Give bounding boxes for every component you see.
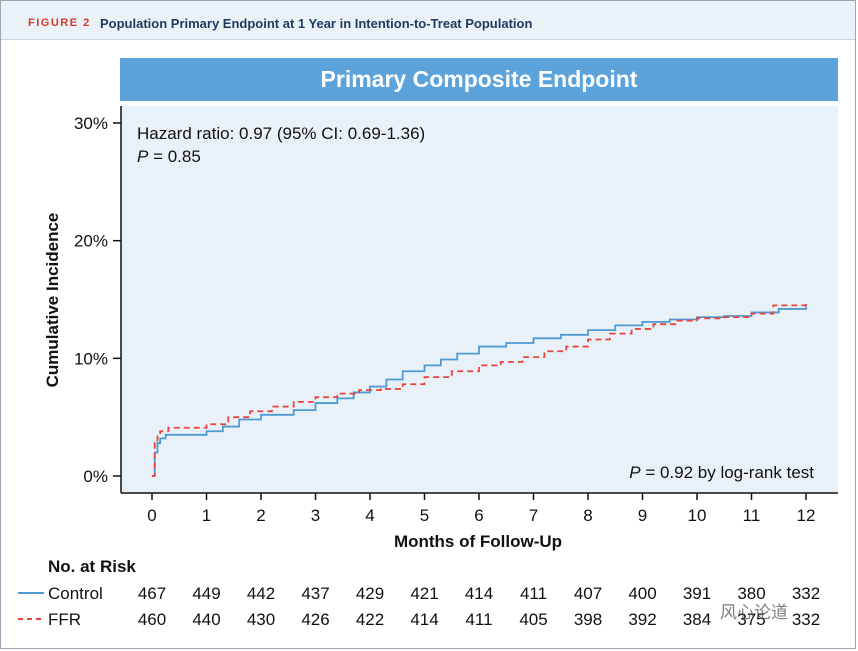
risk-value: 414 (410, 610, 438, 629)
x-tick-label: 8 (583, 506, 592, 525)
x-tick-label: 9 (638, 506, 647, 525)
p-value-number: = 0.85 (148, 147, 200, 166)
p-value-label: P (137, 147, 149, 166)
x-tick-label: 0 (147, 506, 156, 525)
risk-value: 421 (410, 584, 438, 603)
y-axis-title: Cumulative Incidence (43, 213, 62, 388)
risk-value: 384 (683, 610, 711, 629)
x-axis-title: Months of Follow-Up (394, 532, 562, 551)
x-tick-label: 6 (474, 506, 483, 525)
x-tick-label: 4 (365, 506, 374, 525)
y-tick-label: 0% (83, 467, 108, 486)
risk-value: 380 (737, 584, 765, 603)
risk-value: 437 (301, 584, 329, 603)
y-tick-label: 20% (74, 232, 108, 251)
risk-value: 391 (683, 584, 711, 603)
y-tick-label: 30% (74, 114, 108, 133)
x-tick-label: 11 (743, 506, 761, 525)
risk-value: 414 (465, 584, 493, 603)
risk-value: 375 (737, 610, 765, 629)
logrank-p-label: P (629, 463, 641, 482)
risk-value: 429 (356, 584, 384, 603)
figure-title: Population Primary Endpoint at 1 Year in… (100, 16, 533, 31)
x-tick-label: 3 (311, 506, 320, 525)
risk-table-title: No. at Risk (48, 557, 136, 576)
risk-value: 426 (301, 610, 329, 629)
watermark-text: 风心论道 (720, 603, 788, 622)
risk-row-label-ffr: FFR (48, 610, 81, 629)
x-tick-label: 2 (256, 506, 265, 525)
figure-label: FIGURE 2 (28, 17, 91, 29)
p-value-text: P = 0.85 (137, 147, 201, 166)
hazard-ratio-text: Hazard ratio: 0.97 (95% CI: 0.69-1.36) (137, 124, 425, 143)
risk-value: 467 (138, 584, 166, 603)
risk-value: 430 (247, 610, 275, 629)
risk-value: 332 (792, 610, 820, 629)
logrank-text: P = 0.92 by log-rank test (629, 463, 814, 482)
x-tick-label: 7 (529, 506, 538, 525)
series-line-control (152, 306, 807, 477)
x-tick-label: 10 (688, 506, 707, 525)
x-tick-label: 1 (202, 506, 211, 525)
risk-value: 422 (356, 610, 384, 629)
risk-value: 400 (628, 584, 656, 603)
risk-value: 405 (519, 610, 547, 629)
x-tick-label: 12 (797, 506, 816, 525)
risk-value: 440 (192, 610, 220, 629)
risk-value: 398 (574, 610, 602, 629)
chart-title: Primary Composite Endpoint (120, 58, 838, 101)
risk-value: 411 (520, 584, 547, 603)
risk-value: 407 (574, 584, 602, 603)
risk-value: 411 (465, 610, 492, 629)
figure-header: FIGURE 2 Population Primary Endpoint at … (1, 1, 855, 40)
y-tick-label: 10% (74, 349, 108, 368)
risk-value: 449 (192, 584, 220, 603)
plot-area (121, 106, 838, 493)
logrank-value: = 0.92 by log-rank test (641, 463, 815, 482)
series-line-ffr (152, 303, 807, 477)
risk-row-label-control: Control (48, 584, 103, 603)
risk-value: 460 (138, 610, 166, 629)
risk-value: 392 (628, 610, 656, 629)
x-tick-label: 5 (420, 506, 429, 525)
risk-value: 442 (247, 584, 275, 603)
risk-value: 332 (792, 584, 820, 603)
